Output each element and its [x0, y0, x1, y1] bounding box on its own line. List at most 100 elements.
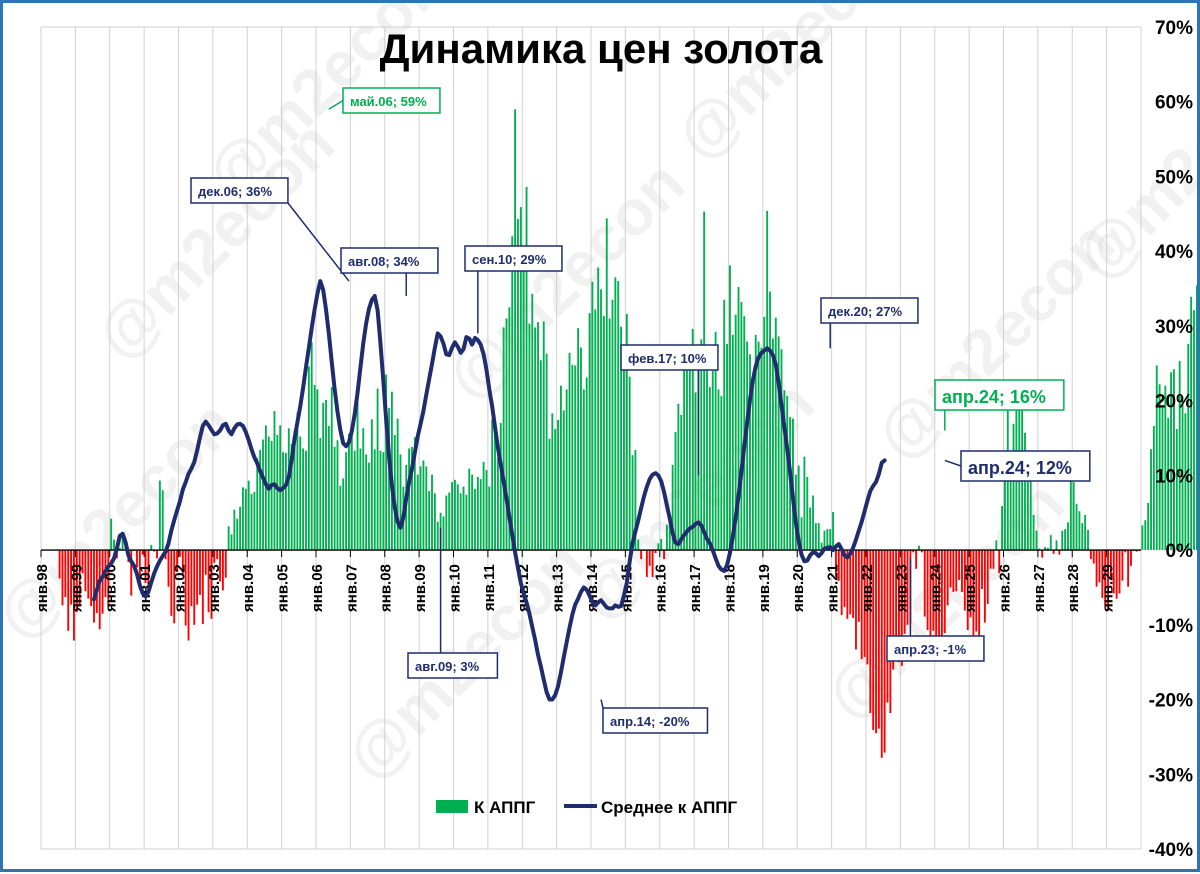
bar [912, 550, 915, 553]
bar [966, 550, 969, 631]
bar [958, 550, 961, 580]
bar [943, 550, 946, 634]
bar [935, 550, 938, 647]
bar [605, 218, 608, 551]
bar [852, 550, 855, 619]
bar [557, 420, 559, 551]
bar [370, 419, 373, 551]
bar [204, 550, 207, 575]
y-axis-ticks: 70% 60% 50% 40% 30% 20% 10% 0% -10% -20% -30% -40% [1149, 18, 1193, 861]
bar [353, 450, 356, 551]
bar [814, 523, 817, 551]
bar [456, 484, 459, 551]
bar [1078, 511, 1081, 551]
plot-border [40, 26, 1142, 850]
bar [1069, 475, 1072, 551]
bar [422, 460, 425, 551]
bar [368, 462, 370, 551]
bar [502, 327, 505, 551]
bar [465, 494, 468, 551]
bar [1052, 550, 1055, 554]
bar [70, 550, 73, 605]
bar [571, 364, 574, 551]
annotation-label: апр.24; 16% [942, 387, 1046, 407]
bar [213, 550, 216, 563]
bar [597, 267, 600, 551]
x-tick-label: янв.13 [550, 564, 567, 612]
bar [866, 550, 869, 665]
bar [600, 289, 602, 551]
bar [1181, 396, 1184, 551]
bar [302, 448, 305, 551]
bar [617, 281, 620, 551]
bar [800, 517, 803, 551]
bar [577, 328, 580, 551]
legend-bar-swatch [436, 800, 468, 813]
bar [1055, 540, 1058, 551]
bar [219, 550, 221, 582]
bar [625, 313, 628, 551]
annotation-box [602, 707, 709, 734]
bar [293, 430, 296, 551]
bar [674, 432, 677, 551]
bar [1092, 550, 1095, 564]
bar [1112, 550, 1115, 594]
bar [471, 474, 474, 551]
annotation-box [342, 87, 441, 114]
bar [645, 550, 648, 577]
bar [703, 211, 706, 551]
bar [496, 457, 499, 551]
bar [746, 341, 749, 551]
bar [923, 550, 926, 617]
bar [236, 518, 239, 551]
bar [763, 316, 766, 551]
annotation-label: авг.08; 34% [348, 254, 420, 269]
bar [431, 474, 433, 551]
bar [499, 423, 502, 551]
bar [1173, 369, 1175, 551]
bar [230, 534, 233, 551]
bar [517, 219, 519, 551]
bar [660, 538, 663, 551]
x-tick-label: янв.06 [309, 564, 326, 612]
x-tick-label: янв.16 [653, 564, 670, 612]
bar [677, 403, 680, 551]
bar [505, 318, 508, 551]
bar [809, 507, 812, 551]
bar [1178, 361, 1181, 551]
y-tick-label: 70% [1155, 18, 1193, 39]
bar [706, 357, 708, 551]
bar [1009, 452, 1012, 551]
bar [717, 389, 720, 551]
y-tick-label: -20% [1149, 691, 1193, 712]
bar [1147, 503, 1150, 551]
bar [179, 550, 181, 557]
bar [665, 524, 668, 551]
bar [58, 550, 61, 579]
x-tick-label: янв.22 [859, 564, 876, 612]
bar [720, 396, 723, 551]
bar [319, 438, 322, 551]
bar [877, 550, 880, 729]
bar [1029, 473, 1032, 551]
annotation-label: апр.23; -1% [894, 642, 967, 657]
bar [1026, 463, 1029, 551]
x-tick-label: янв.99 [68, 564, 85, 612]
bar [588, 313, 591, 551]
x-tick-label: янв.10 [447, 564, 464, 612]
bar [342, 478, 345, 551]
bar [1130, 550, 1132, 566]
bar [1072, 482, 1075, 551]
bar [216, 550, 219, 560]
bar [686, 352, 688, 551]
bar [442, 516, 445, 551]
bar [459, 493, 462, 551]
bar [663, 550, 665, 560]
bar [416, 474, 419, 551]
bar [932, 550, 935, 631]
bar [144, 550, 147, 583]
bar [330, 387, 333, 551]
annotation-leader [287, 202, 350, 282]
bar [637, 539, 640, 551]
bar [740, 301, 743, 551]
